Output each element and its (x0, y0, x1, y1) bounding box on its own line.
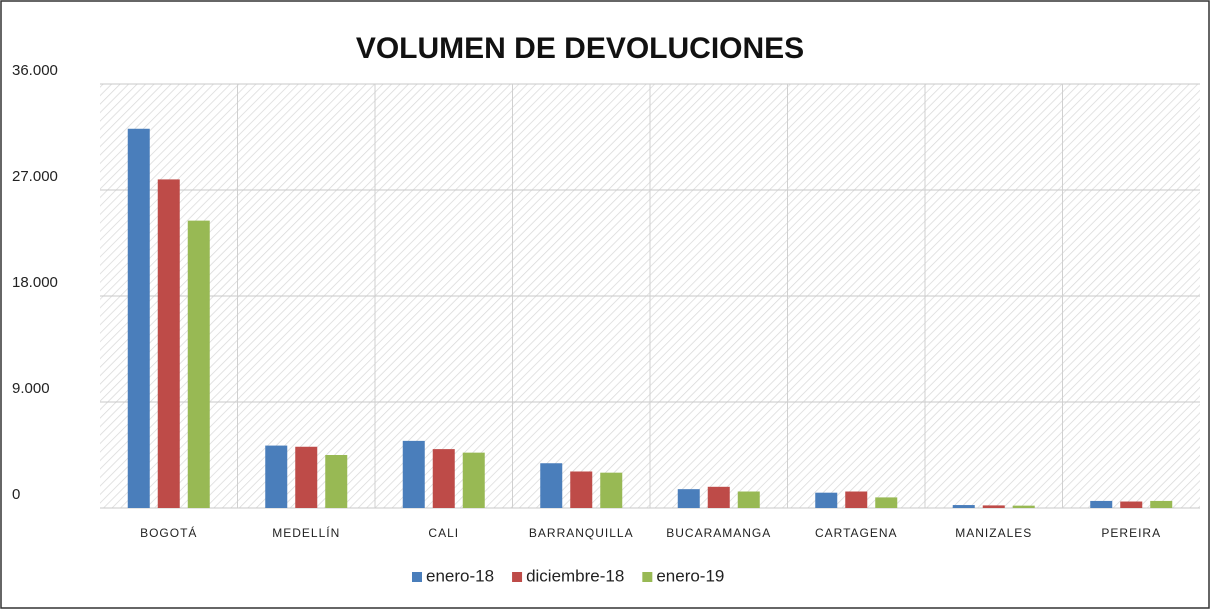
bar (677, 489, 700, 508)
bar (952, 505, 975, 508)
legend-swatch (512, 572, 523, 582)
bar (432, 449, 455, 508)
bar (845, 491, 868, 508)
legend-swatch (642, 572, 653, 582)
bar (815, 492, 838, 508)
bar (127, 128, 150, 508)
x-tick-label: BOGOTÁ (140, 525, 197, 540)
x-tick-label: MEDELLÍN (272, 525, 340, 540)
bar (325, 455, 348, 508)
y-tick-label: 27.000 (12, 168, 58, 185)
y-tick-label: 0 (12, 486, 20, 503)
bar (570, 471, 593, 508)
bar (187, 220, 210, 508)
legend-label: enero-19 (656, 566, 724, 585)
legend-label: enero-18 (426, 566, 494, 585)
bar (1150, 500, 1173, 508)
chart-title: VOLUMEN DE DEVOLUCIONES (356, 32, 804, 65)
bar (875, 497, 898, 508)
y-tick-label: 36.000 (12, 62, 58, 79)
x-tick-label: BARRANQUILLA (529, 526, 634, 540)
bar (402, 440, 425, 508)
bar (707, 486, 730, 508)
bar (1090, 500, 1113, 508)
bar (295, 446, 318, 508)
bar (157, 179, 180, 508)
x-tick-label: CARTAGENA (815, 526, 898, 540)
y-tick-label: 18.000 (12, 274, 58, 291)
x-tick-label: PEREIRA (1101, 526, 1161, 540)
bar (540, 463, 563, 508)
x-tick-label: MANIZALES (955, 526, 1032, 540)
legend-swatch (412, 572, 422, 582)
bar (462, 452, 485, 508)
x-tick-label: CALI (428, 526, 459, 540)
bar (982, 505, 1005, 508)
x-tick-label: BUCARAMANGA (666, 526, 771, 540)
bar (600, 472, 623, 508)
bar (1012, 505, 1035, 508)
bar (1120, 501, 1143, 508)
legend-label: diciembre-18 (526, 566, 624, 585)
y-tick-label: 9.000 (12, 380, 50, 397)
bar (737, 491, 760, 508)
bar (265, 445, 288, 508)
